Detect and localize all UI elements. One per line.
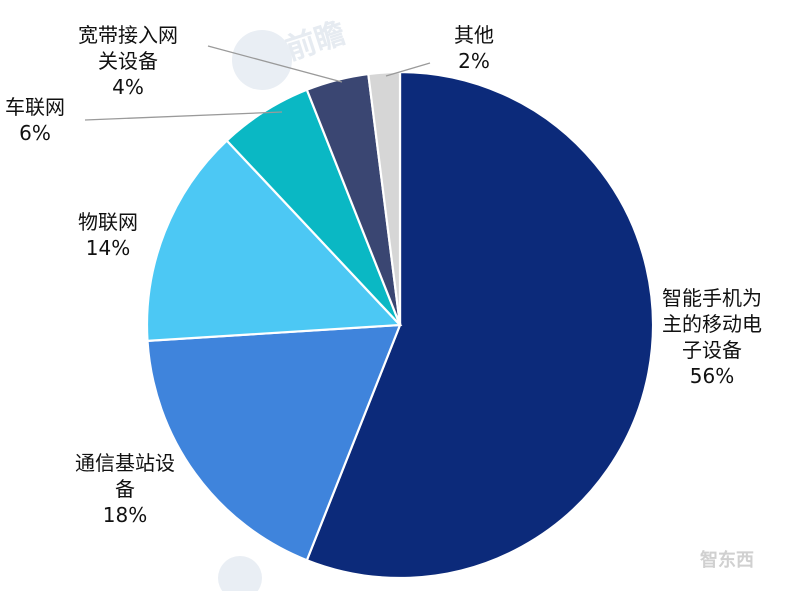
slice-label-0: 智能手机为主的移动电子设备 56% — [662, 286, 762, 388]
pie-slice-1 — [146, 323, 402, 562]
slice-percent: 6% — [19, 121, 51, 145]
leader-line-4 — [207, 45, 343, 83]
slice-label-line: 关设备 — [98, 49, 158, 73]
slice-label-2: 物联网 14% — [78, 210, 138, 260]
slice-percent: 18% — [103, 503, 147, 527]
leader-line-5 — [385, 62, 431, 77]
leader-lines — [84, 45, 431, 121]
slice-percent: 2% — [458, 49, 490, 73]
watermark-logo-bottom-icon — [218, 556, 262, 591]
slice-percent: 56% — [690, 364, 734, 388]
slice-percent: 4% — [112, 75, 144, 99]
pie-slices — [145, 70, 655, 580]
leader-line-3 — [84, 111, 283, 121]
pie-slice-0 — [305, 70, 655, 580]
slice-label-line: 备 — [115, 477, 135, 501]
slice-label-4: 宽带接入网关设备 4% — [78, 23, 178, 99]
slice-label-1: 通信基站设备 18% — [75, 451, 175, 527]
pie-slice-2 — [145, 139, 403, 343]
slice-label-5: 其他 2% — [454, 23, 494, 73]
slice-label-line: 其他 — [454, 23, 494, 47]
slice-percent: 14% — [86, 236, 130, 260]
slice-label-line: 宽带接入网 — [78, 23, 178, 47]
slice-labels: 智能手机为主的移动电子设备 56% 通信基站设备 18% 物联网 14% 车联网 6% 宽带接入… — [5, 23, 762, 527]
slice-label-line: 物联网 — [78, 210, 138, 234]
slice-label-line: 子设备 — [682, 338, 742, 362]
watermark-logo-text: 前瞻 — [282, 16, 350, 68]
slice-label-line: 主的移动电 — [662, 312, 762, 336]
slice-label-line: 通信基站设 — [75, 451, 175, 475]
slice-label-line: 车联网 — [5, 95, 65, 119]
slice-label-line: 智能手机为 — [662, 286, 762, 310]
slice-label-3: 车联网 6% — [5, 95, 65, 145]
corner-logo: 智东西 — [700, 549, 754, 571]
